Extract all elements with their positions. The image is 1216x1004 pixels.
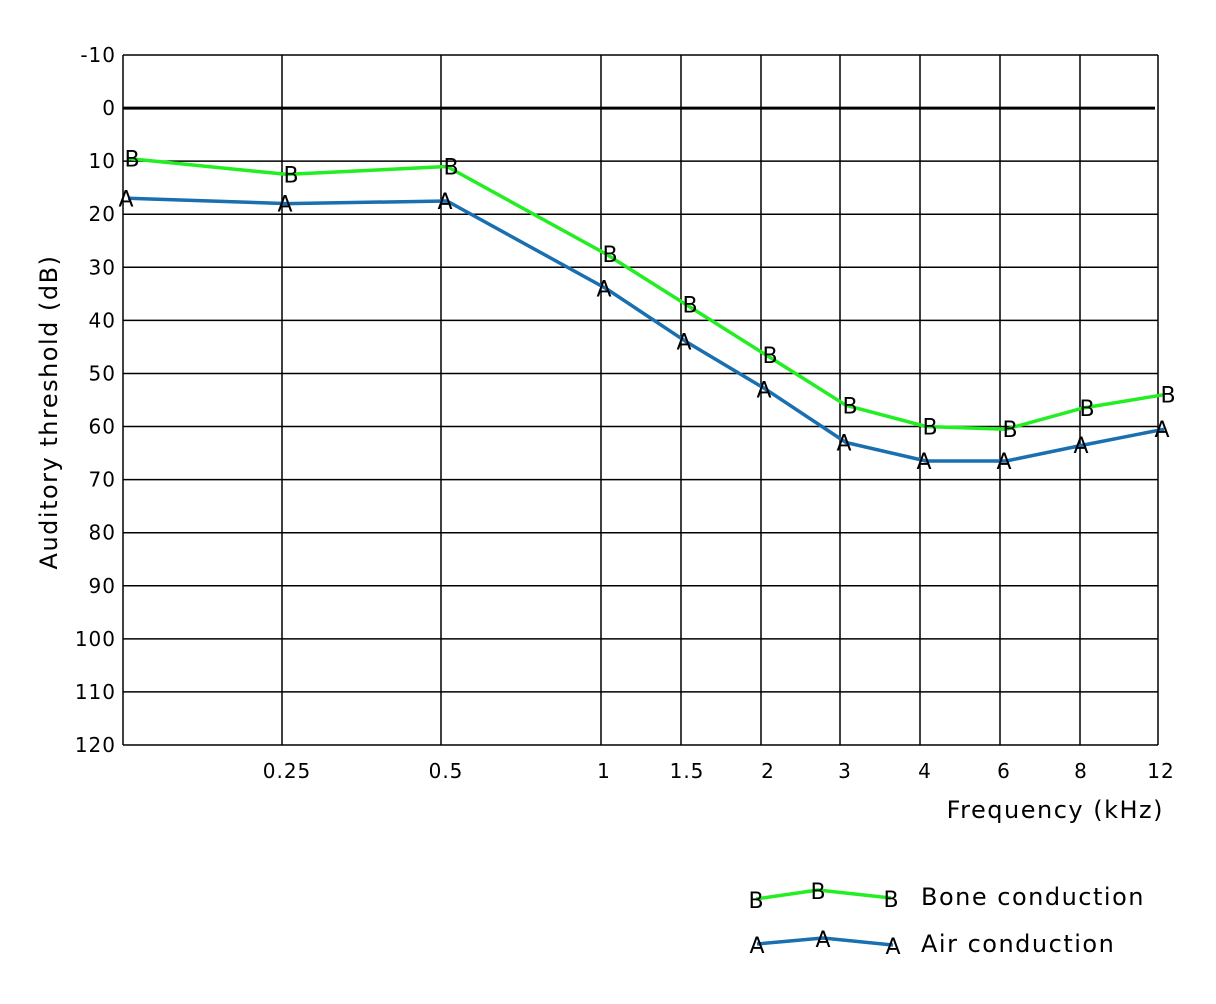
x-axis-title: Frequency (kHz) [947,796,1164,824]
y-tick-label: 80 [89,521,116,545]
y-tick-label: 30 [89,255,116,279]
series-lines [127,156,1165,463]
legend-swatch-line [756,936,894,947]
data-marker-b: B [443,155,458,180]
legend-swatch-marker: B [810,880,825,905]
y-tick-label: 50 [89,361,116,385]
y-tick-label: 10 [89,149,116,173]
data-marker-b: B [1002,418,1017,443]
y-tick-label: 0 [102,96,116,120]
legend-swatch-marker: A [749,934,764,959]
data-marker-a: A [996,450,1011,475]
x-tick-label: 0.25 [263,759,312,783]
y-axis-ticks: -10 0 10 20 30 40 50 60 70 80 90 100 110 120 [75,43,116,757]
data-marker-b: B [1079,397,1094,422]
y-tick-label: 120 [75,733,116,757]
series-line-a [127,196,1165,463]
legend-label: Air conduction [921,930,1115,958]
legend-label: Bone conduction [921,883,1145,911]
x-axis-ticks: 0.25 0.5 1 1.5 2 3 4 6 8 12 [263,759,1174,783]
data-marker-b: B [842,394,857,419]
y-tick-label: 90 [89,574,116,598]
data-marker-b: B [922,416,937,441]
data-marker-a: A [836,431,851,456]
legend-swatch-marker: B [883,888,898,913]
y-tick-label: -10 [80,43,116,67]
data-marker-a: A [437,190,452,215]
grid [122,54,1159,746]
data-marker-b: B [283,163,298,188]
data-marker-a: A [118,187,133,212]
y-tick-label: 40 [89,308,116,332]
data-marker-a: A [916,450,931,475]
y-tick-label: 100 [75,627,116,651]
legend: B B B Bone conduction A A A Air conduction [748,880,1145,960]
y-axis-title: Auditory threshold (dB) [35,255,63,570]
x-tick-label: 3 [838,759,852,783]
data-marker-b: B [602,243,617,268]
x-tick-label: 0.5 [429,759,464,783]
data-marker-a: A [1073,434,1088,459]
y-tick-label: 110 [75,680,116,704]
legend-swatch-line [755,888,892,901]
legend-swatch-marker: A [885,935,900,960]
data-marker-a: A [596,278,611,303]
x-tick-label: 1 [597,759,611,783]
y-tick-label: 60 [89,415,116,439]
x-tick-label: 1.5 [670,759,705,783]
x-tick-label: 12 [1147,759,1174,783]
x-tick-label: 2 [761,759,775,783]
x-tick-label: 4 [918,759,932,783]
legend-swatch-marker: B [748,889,763,914]
data-marker-a: A [756,378,771,403]
data-marker-a: A [1154,418,1169,443]
series-line-b [127,156,1165,431]
data-marker-b: B [1160,384,1175,409]
y-tick-label: 70 [89,468,116,492]
data-marker-a: A [676,331,691,356]
legend-swatch-marker: A [815,928,830,953]
data-marker-b: B [762,344,777,369]
y-tick-label: 20 [89,202,116,226]
data-marker-a: A [277,193,292,218]
data-marker-b: B [124,148,139,173]
x-tick-label: 6 [997,759,1011,783]
x-tick-label: 8 [1074,759,1088,783]
data-marker-b: B [682,293,697,318]
